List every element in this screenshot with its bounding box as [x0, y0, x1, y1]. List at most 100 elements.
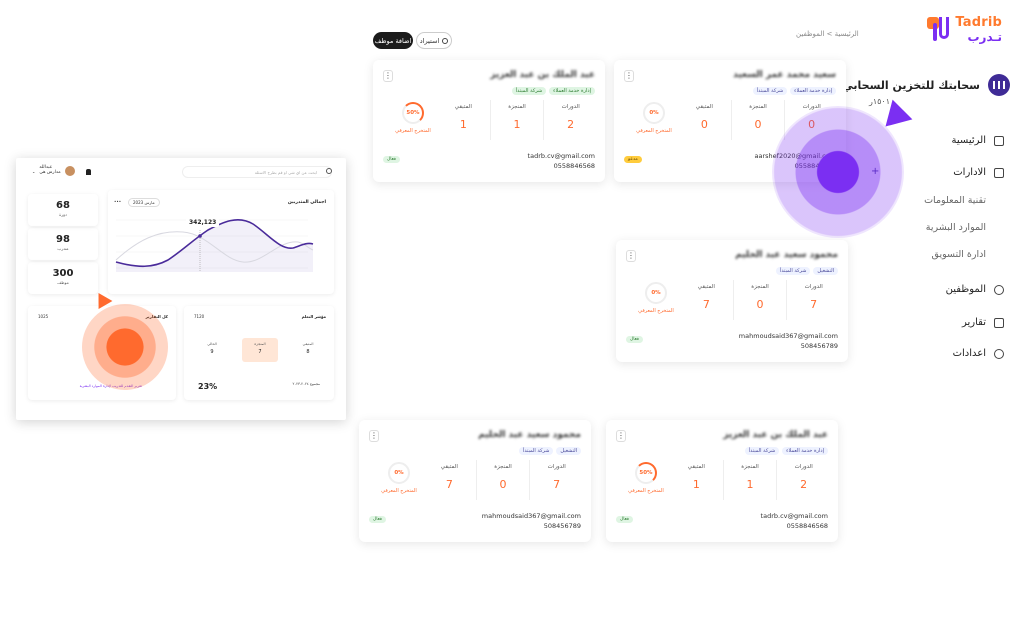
progress-label: المتخرج المعرفي	[636, 128, 672, 134]
employee-name: عبد الملك بن عبد العزيز	[723, 430, 828, 440]
reports-title: كل التقارير	[145, 314, 168, 319]
user-role: مدارس هي	[39, 170, 61, 175]
pill-value: 7	[258, 349, 262, 355]
stat-value: 2	[800, 478, 808, 491]
stat-value: 7	[445, 478, 453, 491]
status-badge: فعال	[616, 516, 633, 523]
sidebar-item-label: الرئيسية	[951, 135, 986, 146]
stat-label: المتبقي	[697, 284, 715, 290]
chart-tooltip: 342,123	[186, 218, 220, 227]
chart-date-picker[interactable]: مارس 2023	[128, 198, 160, 207]
progress-percent: 50%	[402, 102, 424, 124]
employee-phone: 508456789	[800, 342, 838, 350]
progress-percent: 0%	[645, 282, 667, 304]
employee-stats: الدورات 7 المنجزة 0 المتبقي 7	[423, 460, 583, 500]
progress-ring: 0% المتخرج المعرفي	[632, 102, 676, 134]
employee-phone: 0558846568	[553, 162, 595, 170]
stat-label: المتبقي	[695, 104, 713, 110]
brand-logo[interactable]: Tadrib تـدرب	[927, 16, 1002, 43]
employee-card[interactable]: ⋮ عبد الملك بن عبد العزيز إدارة خدمة الع…	[373, 60, 605, 182]
reports-icon	[994, 317, 1004, 328]
more-icon[interactable]: ⋮	[626, 250, 636, 262]
stat-value: 0	[754, 118, 762, 131]
employee-stats: الدورات 2 المنجزة 1 المتبقي 1	[670, 460, 830, 500]
stat-label: متدرب	[57, 246, 69, 251]
company-tag: شركة المبتدأ	[775, 267, 811, 275]
employee-tags: التشغيل شركة المبتدأ	[775, 267, 838, 275]
progress-label: المتخرج المعرفي	[381, 488, 417, 494]
employee-email: mahmoudsaid367@gmail.com	[481, 512, 581, 520]
click-highlight	[82, 304, 168, 390]
users-icon	[994, 284, 1004, 295]
company-sub: ١٥٠١ر	[868, 97, 890, 106]
employee-card[interactable]: ⋮ محمود سعيد عبد الحليم التشغيل شركة الم…	[359, 420, 591, 542]
status-badge: فعال	[369, 516, 386, 523]
stat-remaining: المتبقي 7	[680, 280, 733, 320]
search-input[interactable]: ابحث عن اي شي او قم بطرح الاسئلة	[182, 166, 332, 178]
company-name: سحابتك للتخزين السحابي	[842, 78, 980, 92]
employee-card[interactable]: ⋮ عبد الملك بن عبد العزيز إدارة خدمة الع…	[606, 420, 838, 542]
learning-indicator-card: مؤشر التعلم 7120 المتبقي 8 المنجزة 7 الح…	[184, 306, 334, 400]
company-tag: شركة المبتدأ	[752, 87, 788, 95]
stat-value: 1	[459, 118, 467, 131]
stat-value: 7	[553, 478, 561, 491]
stat-value: 2	[567, 118, 575, 131]
chart-title: اجمالي المتدربين	[287, 200, 326, 205]
more-icon[interactable]: •••	[114, 199, 122, 204]
employee-name: سعيد محمد عمر السعيد	[733, 70, 836, 80]
stat-value: 7	[810, 298, 818, 311]
stat-label: المنجزة	[508, 104, 526, 110]
breadcrumb-current: الموظفين	[796, 30, 825, 38]
employee-tags: إدارة خدمة العملاء شركة المبتدأ	[511, 87, 595, 95]
more-icon[interactable]: ⋮	[369, 430, 379, 442]
stat-completed: المنجزة 0	[732, 280, 787, 320]
department-tag: التشغيل	[556, 447, 581, 455]
more-icon[interactable]: ⋮	[624, 70, 634, 82]
click-highlight	[772, 106, 904, 238]
sidebar-item-label: الموظفين	[945, 284, 986, 295]
more-icon[interactable]: ⋮	[383, 70, 393, 82]
more-icon[interactable]: ⋮	[616, 430, 626, 442]
sidebar-item-employees[interactable]: الموظفين	[946, 284, 1004, 295]
stat-label: المنجزة	[751, 284, 769, 290]
employee-email: tadrb.cv@gmail.com	[760, 512, 828, 520]
progress-label: المتخرج المعرفي	[395, 128, 431, 134]
stat-label: الدورات	[561, 104, 580, 110]
sidebar-item-departments[interactable]: الادارات	[953, 167, 1004, 178]
progress-percent: 50%	[635, 462, 657, 484]
sidebar-item-home[interactable]: الرئيسية	[952, 135, 1004, 146]
sidebar-subitem-it[interactable]: تقنية المعلومات	[924, 195, 986, 206]
pill-value: 9	[210, 349, 214, 355]
stat-remaining: المتبقي 0	[678, 100, 731, 140]
stat-label: الدورات	[804, 284, 823, 290]
stat-label: المنجزة	[749, 104, 767, 110]
user-menu[interactable]: ⌄ عبدالله مدارس هي	[32, 165, 75, 176]
employee-email: tadrb.cv@gmail.com	[527, 152, 595, 160]
import-button[interactable]: استيراد	[416, 32, 452, 49]
breadcrumb-separator: >	[826, 30, 833, 38]
brand-name-en: Tadrib	[955, 15, 1002, 30]
stat-completed: المنجزة 0	[475, 460, 530, 500]
sidebar-item-reports[interactable]: تقارير	[962, 317, 1004, 328]
stat-courses: الدورات 7	[529, 460, 583, 500]
sidebar-item-label: الموارد البشرية	[925, 222, 986, 233]
employee-phone: 508456789	[543, 522, 581, 530]
breadcrumb-home[interactable]: الرئيسية	[834, 30, 859, 38]
stat-completed: المنجزة 0	[730, 100, 785, 140]
employee-email: mahmoudsaid367@gmail.com	[738, 332, 838, 340]
sidebar-item-settings[interactable]: اعدادات	[953, 348, 1004, 359]
add-employee-button[interactable]: اضافة موظف	[373, 32, 413, 49]
brand-mark-icon	[927, 16, 950, 43]
departments-icon	[994, 167, 1004, 178]
sidebar-item-label: تقنية المعلومات	[924, 195, 986, 206]
stat-remaining: المتبقي 1	[670, 460, 723, 500]
bell-icon[interactable]	[86, 169, 91, 175]
stat-courses: الدورات 2	[776, 460, 830, 500]
employee-card[interactable]: ⋮ محمود سعيد عبد الحليم التشغيل شركة الم…	[616, 240, 848, 362]
company-header[interactable]: سحابتك للتخزين السحابي	[842, 74, 1010, 96]
progress-ring: 50% المتخرج المعرفي	[624, 462, 668, 494]
progress-ring: 0% المتخرج المعرفي	[634, 282, 678, 314]
sidebar-subitem-hr[interactable]: الموارد البشرية	[926, 222, 986, 233]
department-tag: إدارة خدمة العملاء	[790, 87, 836, 95]
sidebar-subitem-marketing[interactable]: ادارة التسويق	[932, 249, 986, 260]
